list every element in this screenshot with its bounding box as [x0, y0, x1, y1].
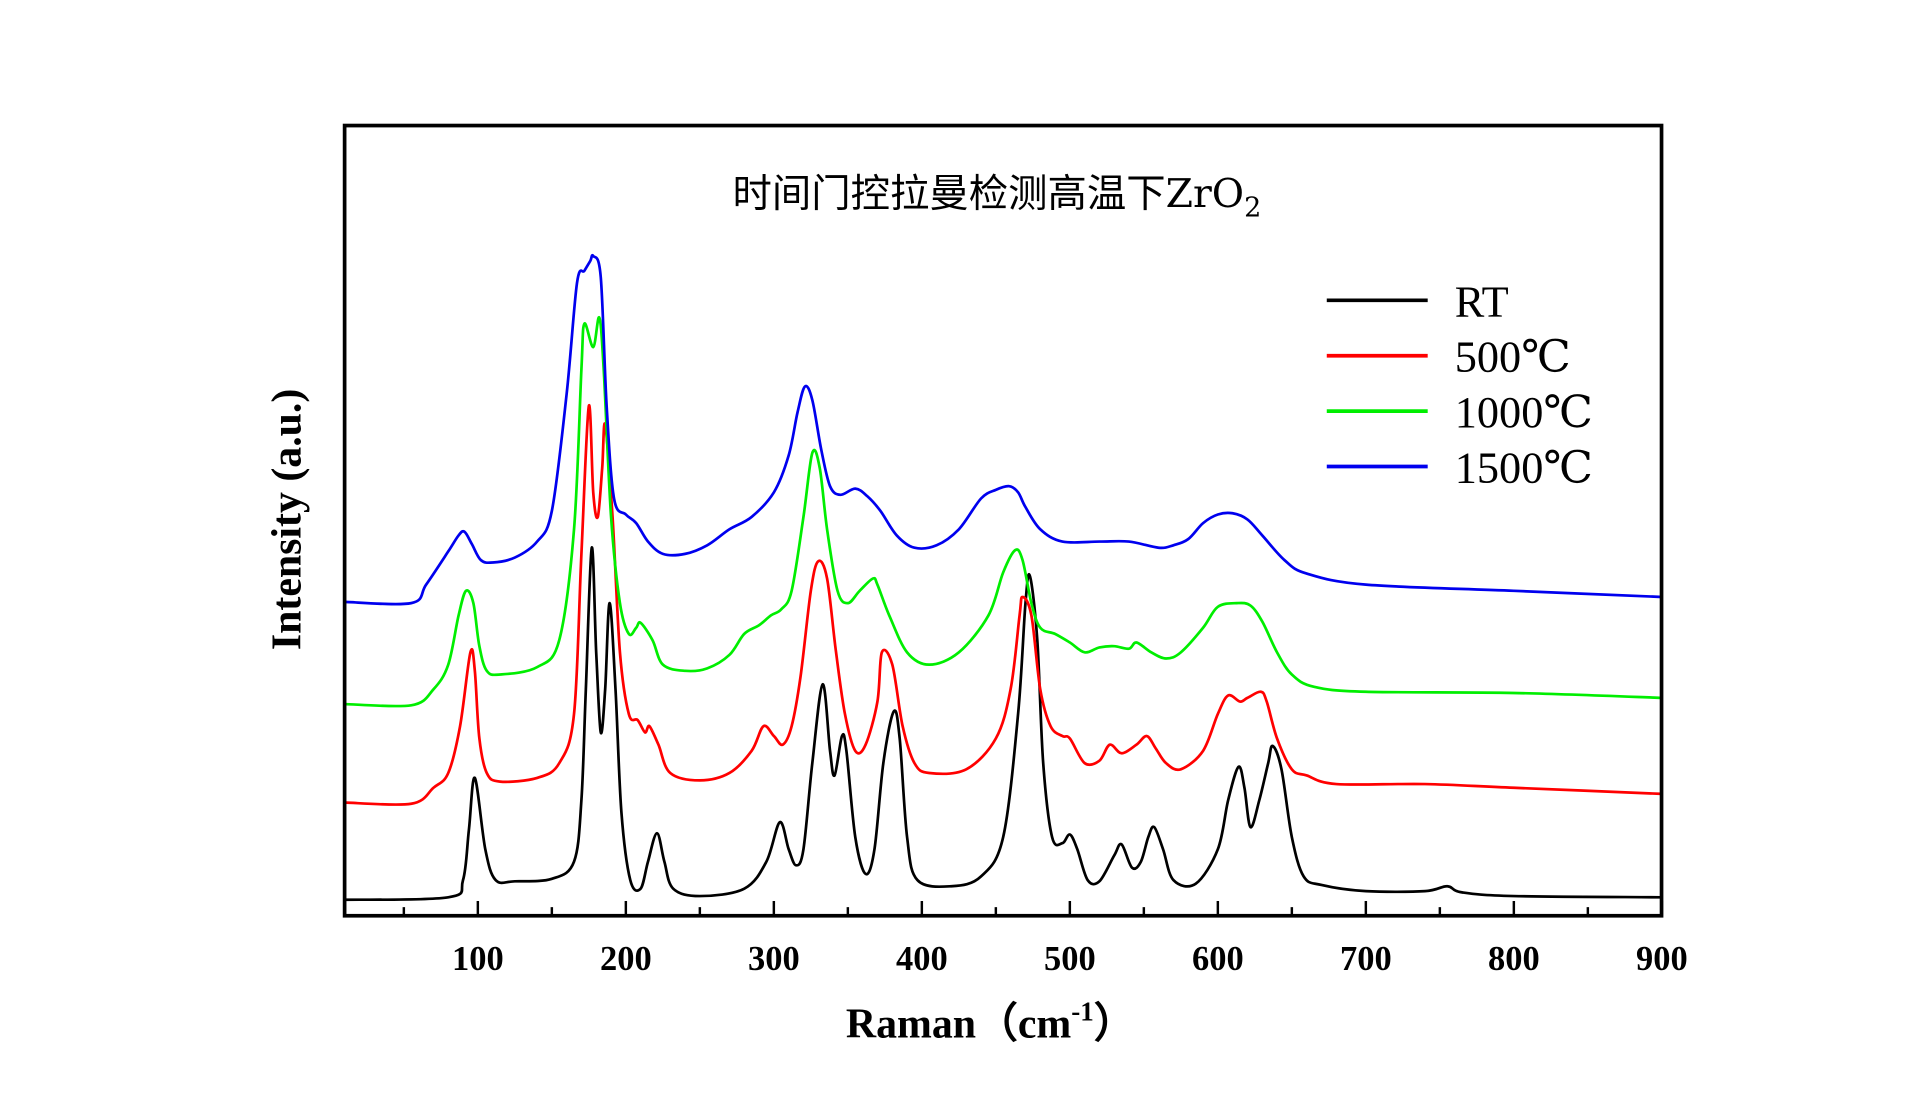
x-tick-label: 700: [1340, 940, 1392, 978]
series-line-3: [344, 253, 1662, 606]
x-tick-label: 300: [748, 940, 800, 978]
x-axis-label: Raman（cm-1）: [846, 996, 1136, 1047]
chart-title: 时间门控拉曼检测高温下ZrO2: [733, 171, 1262, 224]
legend-label: 1500℃: [1455, 443, 1593, 492]
x-axis-ticks: 100 200 300 400 500 600 700 800 900: [402, 900, 1688, 978]
plot-frame: [342, 123, 1664, 918]
legend: RT 500℃ 1000℃ 1500℃: [1326, 277, 1593, 492]
legend-label: 1000℃: [1455, 388, 1593, 437]
series-line-2: [344, 316, 1662, 708]
series-layer: [344, 253, 1662, 902]
x-tick-label: 800: [1488, 940, 1540, 978]
legend-label: 500℃: [1455, 333, 1571, 382]
x-tick-label: 600: [1192, 940, 1244, 978]
y-axis-label: Intensity (a.u.): [264, 389, 310, 650]
x-tick-label: 200: [600, 940, 652, 978]
legend-label: RT: [1455, 277, 1509, 326]
x-tick-label: 500: [1044, 940, 1096, 978]
x-tick-label: 400: [896, 940, 948, 978]
series-line-1: [344, 404, 1662, 806]
series-line-0: [344, 546, 1662, 902]
x-tick-label: 900: [1636, 940, 1688, 978]
x-tick-label: 100: [452, 940, 504, 978]
